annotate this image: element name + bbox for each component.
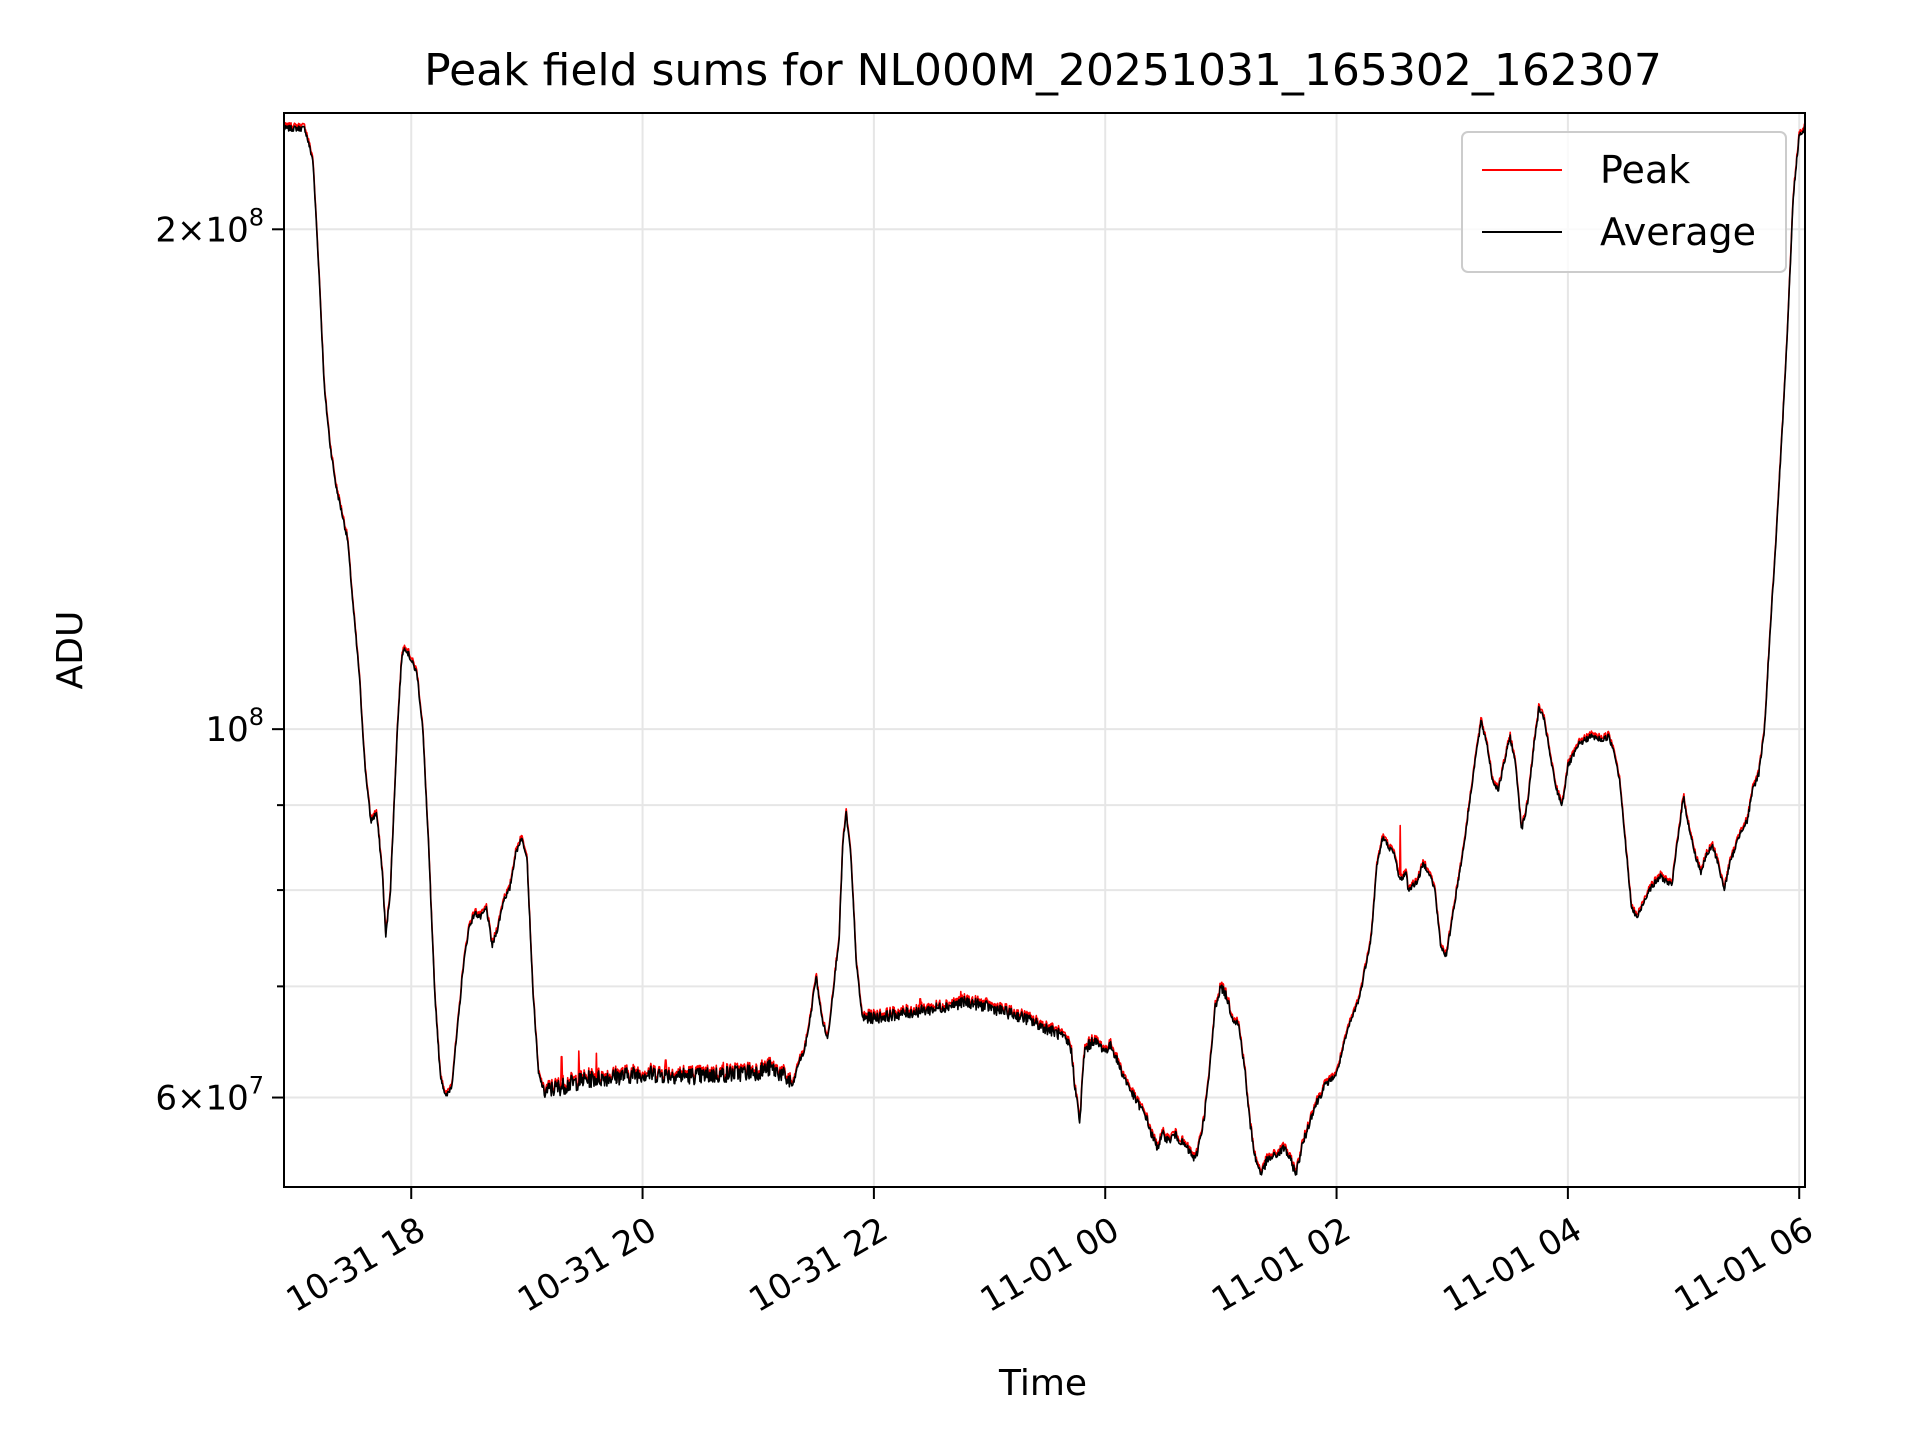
grid (284, 113, 1805, 1187)
x-axis-label: Time (998, 1363, 1087, 1404)
y-axis: 6×107 108 2×108 (155, 203, 284, 1119)
legend-box (1461, 131, 1787, 273)
legend-average-label: Average (1600, 210, 1756, 254)
y-tick-label: 108 (205, 703, 264, 750)
legend: Peak Average (1461, 131, 1787, 273)
series-line-average (284, 124, 1805, 1176)
chart-title: Peak field sums for NL000M_20251031_1653… (424, 45, 1662, 96)
plot-frame (283, 112, 1806, 1188)
legend-peak-label: Peak (1600, 148, 1690, 192)
series-layer (284, 122, 1805, 1176)
y-axis-label: ADU (50, 611, 91, 690)
y-tick-label: 2×108 (155, 203, 264, 250)
y-tick-label: 6×107 (155, 1072, 264, 1119)
